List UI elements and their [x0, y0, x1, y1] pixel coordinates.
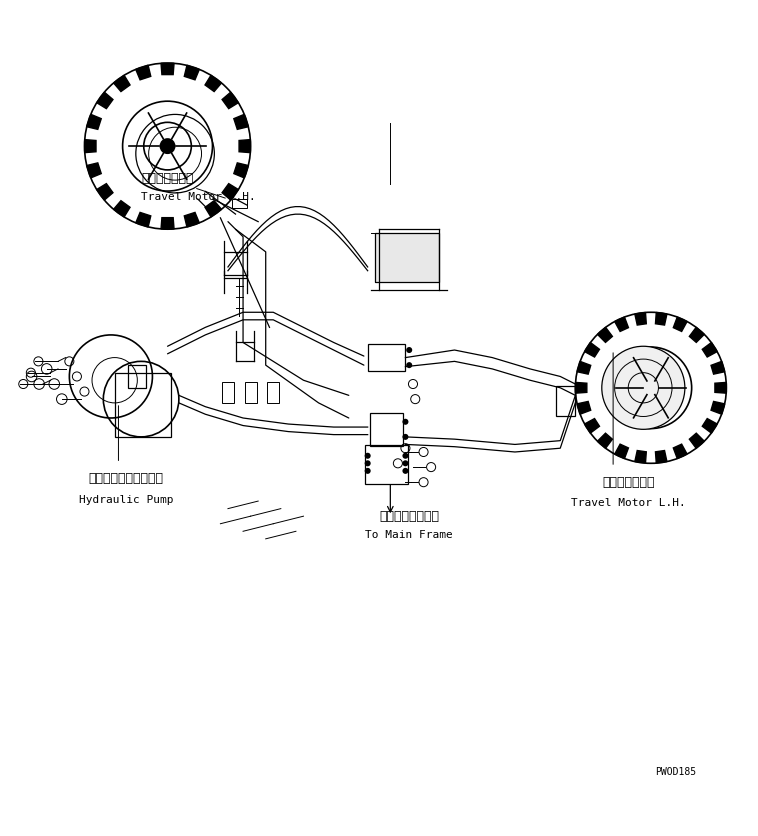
Polygon shape	[233, 115, 249, 130]
Polygon shape	[161, 64, 174, 74]
Text: PWOD185: PWOD185	[655, 767, 696, 777]
Circle shape	[402, 461, 409, 466]
Polygon shape	[86, 115, 102, 130]
Polygon shape	[711, 361, 725, 375]
Circle shape	[602, 346, 685, 430]
Polygon shape	[711, 401, 725, 414]
Polygon shape	[575, 382, 587, 393]
Polygon shape	[673, 444, 687, 459]
Circle shape	[402, 419, 409, 425]
Circle shape	[406, 362, 412, 368]
Circle shape	[161, 139, 174, 153]
Bar	[245, 382, 257, 403]
Polygon shape	[597, 433, 612, 448]
Polygon shape	[85, 140, 96, 153]
Polygon shape	[205, 75, 221, 92]
Polygon shape	[635, 451, 647, 463]
Polygon shape	[222, 184, 238, 200]
Bar	[370, 413, 403, 446]
Bar	[232, 199, 247, 208]
Polygon shape	[577, 361, 590, 375]
Polygon shape	[715, 382, 726, 393]
Polygon shape	[184, 65, 199, 79]
Polygon shape	[86, 163, 102, 178]
Text: ハイドロリックポンプ: ハイドロリックポンプ	[89, 472, 164, 485]
Bar	[368, 344, 406, 371]
Circle shape	[406, 347, 412, 353]
Polygon shape	[114, 75, 130, 92]
Polygon shape	[205, 201, 221, 217]
Circle shape	[365, 468, 371, 474]
Text: 走行モータ　右: 走行モータ 右	[141, 172, 193, 185]
Polygon shape	[702, 343, 717, 357]
Polygon shape	[233, 163, 249, 178]
Circle shape	[402, 434, 409, 440]
Bar	[556, 386, 575, 416]
Polygon shape	[136, 65, 151, 79]
Polygon shape	[222, 92, 238, 109]
Polygon shape	[97, 92, 113, 109]
Bar	[222, 382, 234, 403]
Polygon shape	[97, 184, 113, 200]
Polygon shape	[656, 451, 667, 463]
Bar	[268, 382, 279, 403]
Circle shape	[644, 381, 658, 395]
Polygon shape	[689, 328, 704, 343]
Polygon shape	[689, 433, 704, 448]
Polygon shape	[239, 140, 250, 153]
Polygon shape	[615, 317, 628, 331]
Text: Travel Motor L.H.: Travel Motor L.H.	[571, 498, 685, 508]
Text: 走行モータ　左: 走行モータ 左	[602, 476, 654, 489]
Polygon shape	[184, 212, 199, 227]
Polygon shape	[584, 419, 600, 433]
Text: メインフレームへ: メインフレームへ	[379, 510, 439, 522]
Polygon shape	[136, 212, 151, 227]
Text: To Main Frame: To Main Frame	[365, 530, 453, 540]
Circle shape	[402, 468, 409, 474]
Circle shape	[365, 453, 371, 459]
Polygon shape	[656, 313, 667, 325]
Polygon shape	[577, 401, 590, 414]
Circle shape	[365, 461, 371, 466]
Polygon shape	[597, 328, 612, 343]
Polygon shape	[702, 419, 717, 433]
Text: Hydraulic Pump: Hydraulic Pump	[79, 495, 174, 505]
Bar	[128, 365, 146, 388]
Polygon shape	[584, 343, 600, 357]
Polygon shape	[635, 313, 647, 325]
Text: Travel Motor R.H.: Travel Motor R.H.	[141, 192, 256, 202]
Polygon shape	[673, 317, 687, 331]
Circle shape	[402, 453, 409, 459]
Polygon shape	[615, 444, 628, 459]
Polygon shape	[114, 201, 130, 217]
Polygon shape	[161, 217, 174, 229]
Bar	[375, 233, 440, 282]
Bar	[365, 446, 408, 484]
